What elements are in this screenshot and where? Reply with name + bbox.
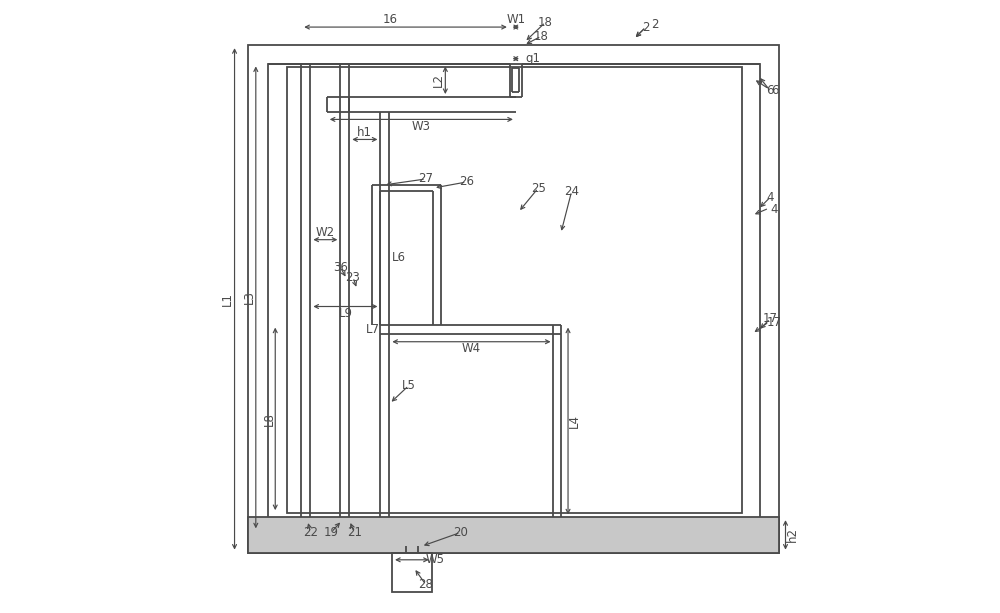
- Text: 23: 23: [346, 271, 360, 284]
- Text: h2: h2: [786, 527, 799, 543]
- Bar: [248, 517, 779, 552]
- Text: 25: 25: [531, 181, 546, 194]
- Text: 4: 4: [767, 191, 774, 204]
- Text: W3: W3: [412, 120, 431, 132]
- Text: L3: L3: [243, 291, 256, 304]
- Text: 17: 17: [767, 316, 782, 329]
- Text: 21: 21: [347, 526, 362, 539]
- Text: 28: 28: [418, 578, 433, 591]
- Text: L2: L2: [432, 73, 445, 87]
- Text: 36: 36: [333, 261, 348, 273]
- Text: 24: 24: [564, 185, 579, 197]
- Text: L4: L4: [568, 414, 581, 428]
- Text: 17: 17: [763, 312, 778, 325]
- Bar: [287, 67, 742, 513]
- Text: 2: 2: [642, 21, 650, 34]
- Text: 6: 6: [771, 85, 778, 97]
- Text: 27: 27: [418, 172, 433, 186]
- Text: 26: 26: [459, 175, 474, 188]
- Bar: [248, 45, 779, 552]
- Text: 2: 2: [651, 18, 659, 31]
- Text: L5: L5: [402, 379, 416, 392]
- Text: 18: 18: [538, 16, 553, 29]
- Bar: [392, 552, 432, 592]
- Text: W4: W4: [462, 342, 481, 355]
- Text: h1: h1: [357, 126, 372, 139]
- Text: L6: L6: [392, 251, 406, 264]
- Text: 4: 4: [771, 203, 778, 216]
- Bar: [268, 64, 760, 531]
- Text: W1: W1: [506, 13, 525, 26]
- Text: 22: 22: [303, 526, 318, 539]
- Text: L8: L8: [263, 412, 276, 426]
- Text: W2: W2: [316, 226, 335, 239]
- Text: L9: L9: [338, 307, 352, 320]
- Text: 19: 19: [324, 526, 339, 539]
- Text: 16: 16: [383, 13, 398, 26]
- Text: L1: L1: [221, 292, 234, 306]
- Text: g1: g1: [525, 52, 540, 65]
- Text: W5: W5: [426, 554, 445, 566]
- Text: L7: L7: [365, 323, 379, 336]
- Text: 20: 20: [453, 526, 468, 539]
- Text: 6: 6: [767, 85, 774, 97]
- Text: 18: 18: [534, 29, 549, 43]
